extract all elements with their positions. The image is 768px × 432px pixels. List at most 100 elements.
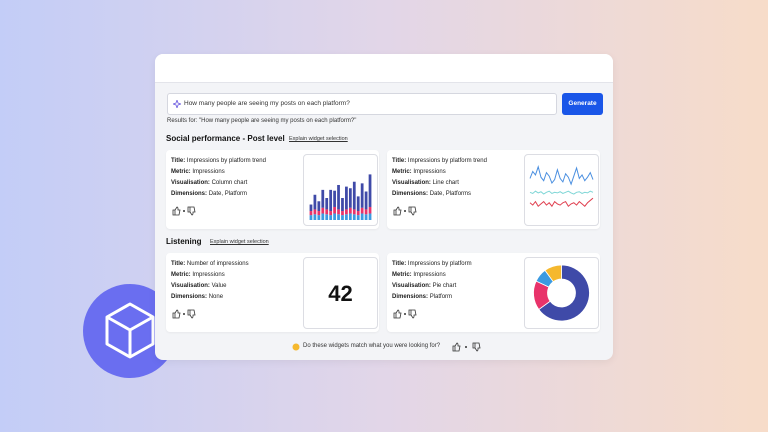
bar-segment <box>325 198 329 210</box>
bar-segment <box>317 215 321 220</box>
bar-segment <box>313 209 317 215</box>
bar-segment <box>356 211 360 216</box>
bar-segment <box>364 191 368 210</box>
widget-field: Visualisation: Column chart <box>171 180 247 186</box>
mini-chart <box>533 264 590 322</box>
widget-field: Metric: Impressions <box>392 169 446 175</box>
explain-link[interactable]: Explain widget selection <box>289 136 348 142</box>
field-label: Metric: <box>171 272 191 278</box>
explain-link[interactable]: Explain widget selection <box>210 239 269 245</box>
bar-segment <box>333 206 336 214</box>
field-label: Visualisation: <box>392 180 431 186</box>
chart-thumbnail <box>524 257 599 329</box>
separator-dot <box>404 313 406 315</box>
field-label: Title: <box>171 158 186 164</box>
field-label: Metric: <box>171 169 191 175</box>
bar-segment <box>329 189 333 212</box>
thumb-down[interactable] <box>187 206 196 216</box>
bar-segment <box>360 183 364 208</box>
bar-segment <box>313 194 317 210</box>
widget-field: Dimensions: Date, Platform <box>171 191 247 197</box>
widget-field: Visualisation: Value <box>171 283 226 289</box>
section-title: Social performance - Post level <box>166 134 285 143</box>
sparkle-icon <box>173 100 181 108</box>
bar-segment <box>313 214 317 220</box>
line-series <box>529 165 594 186</box>
separator-dot <box>183 313 185 315</box>
field-value: Number of impressions <box>186 261 249 267</box>
thumb-down[interactable] <box>187 309 196 319</box>
field-label: Dimensions: <box>171 191 208 197</box>
bar-segment <box>341 215 344 220</box>
bar-segment <box>309 211 313 216</box>
widget-field: Title: Number of impressions <box>171 261 249 267</box>
field-label: Dimensions: <box>171 294 208 300</box>
feedback-buttons[interactable] <box>172 309 202 319</box>
mini-chart <box>309 174 372 220</box>
bar-segment <box>309 204 313 212</box>
feedback-buttons[interactable] <box>393 309 423 319</box>
bar-segment <box>325 214 329 220</box>
field-value: Impressions <box>413 272 446 278</box>
bar-segment <box>368 213 372 220</box>
bar-segment <box>329 211 333 216</box>
bar-segment <box>337 209 340 215</box>
thumb-up[interactable] <box>172 206 181 216</box>
thumb-up[interactable] <box>393 206 402 216</box>
mini-chart <box>529 165 594 208</box>
field-value: Impressions by platform trend <box>186 158 266 164</box>
separator-dot <box>404 210 406 212</box>
thumb-down[interactable] <box>408 206 417 216</box>
field-value: Impressions by platform <box>407 261 472 267</box>
chart-thumbnail <box>303 154 378 226</box>
thumb-up[interactable] <box>393 309 402 319</box>
field-label: Title: <box>392 261 407 267</box>
bar-segment <box>317 201 321 212</box>
feedback-buttons[interactable] <box>172 206 202 216</box>
footer-question: Do these widgets match what you were loo… <box>303 343 441 349</box>
field-value: Line chart <box>432 180 459 186</box>
field-value: Value <box>211 283 227 289</box>
field-value: Column chart <box>211 180 248 186</box>
widget-field: Title: Impressions by platform trend <box>392 158 487 164</box>
thumb-icons <box>393 309 417 319</box>
bar-segment <box>333 213 336 220</box>
thumb-up[interactable] <box>172 309 181 319</box>
footer-feedback[interactable] <box>452 342 482 352</box>
bar-segment <box>352 209 356 215</box>
widget-card: Title: Impressions by platform trend Metr… <box>166 150 379 229</box>
widget-field: Title: Impressions by platform <box>392 261 472 267</box>
field-value: Impressions <box>192 272 225 278</box>
widget-card: Title: Impressions by platform Metric: Im… <box>387 253 600 332</box>
bar-segment <box>352 214 356 220</box>
feedback-buttons[interactable] <box>393 206 423 216</box>
pie-slice <box>544 264 562 283</box>
bar-segment <box>329 215 333 220</box>
chart-thumbnail <box>524 154 599 226</box>
field-label: Visualisation: <box>392 283 431 289</box>
bar-segment <box>309 215 313 220</box>
widget-card: Title: Impressions by platform trend Metr… <box>387 150 600 229</box>
results-for: Results for: "How many people are seeing… <box>167 118 357 124</box>
search-query: How many people are seeing my posts on e… <box>184 100 350 107</box>
bar-segment <box>368 174 372 207</box>
bar-segment <box>348 188 352 208</box>
field-label: Metric: <box>392 272 412 278</box>
thumb-down[interactable] <box>408 309 417 319</box>
line-series <box>529 197 594 208</box>
widget-field: Dimensions: None <box>171 294 223 300</box>
search-box[interactable]: How many people are seeing my posts on e… <box>167 93 557 115</box>
header <box>155 54 613 83</box>
thumb-icons <box>393 206 417 216</box>
bar-segment <box>337 214 340 220</box>
section-title: Listening <box>166 237 202 246</box>
separator-dot <box>183 210 185 212</box>
generate-button[interactable]: Generate <box>562 93 603 115</box>
bar-segment <box>345 209 348 215</box>
bar-segment <box>345 214 348 220</box>
chart-thumbnail: 42 <box>303 257 378 329</box>
bar-segment <box>348 213 352 220</box>
widget-field: Metric: Impressions <box>171 169 225 175</box>
line-series <box>529 190 594 195</box>
